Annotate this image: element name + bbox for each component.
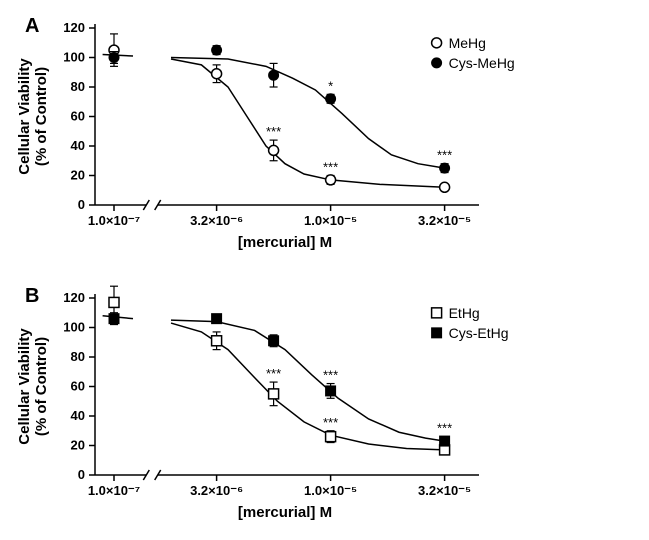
data-point-EtHg <box>269 389 279 399</box>
significance-label: * <box>328 78 333 93</box>
legend-marker-MeHg <box>432 38 442 48</box>
significance-label: *** <box>437 421 452 436</box>
data-point-MeHg <box>440 182 450 192</box>
significance-label: *** <box>266 366 281 381</box>
y-tick-label: 80 <box>71 79 85 94</box>
panel-A: A 0 20 40 60 80 100 120 Cellular Viability(% of … <box>16 15 515 251</box>
x-tick-label: 1.0×10⁻⁵ <box>304 483 357 498</box>
panel-B: B 0 20 40 60 80 100 120 Cellular Viability(% of … <box>16 285 509 521</box>
data-point-Cys-MeHg <box>326 94 336 104</box>
panel-letter-B: B <box>25 285 39 307</box>
data-point-MeHg <box>269 145 279 155</box>
significance-label: *** <box>323 368 338 383</box>
data-point-MeHg <box>212 69 222 79</box>
y-tick-label: 0 <box>78 467 85 482</box>
series-curve-MeHg <box>171 59 445 187</box>
y-tick-label: 100 <box>63 50 85 65</box>
significance-label: *** <box>323 415 338 430</box>
legend-marker-Cys-EtHg <box>432 328 442 338</box>
data-point-Cys-EtHg <box>269 336 279 346</box>
y-tick-label: 20 <box>71 438 85 453</box>
significance-label: *** <box>266 124 281 139</box>
y-axis-label: Cellular Viability(% of Control) <box>16 328 50 445</box>
y-tick-label: 80 <box>71 349 85 364</box>
x-tick-label: 1.0×10⁻⁷ <box>88 213 140 228</box>
legend-label: EtHg <box>449 305 480 321</box>
data-point-MeHg <box>326 175 336 185</box>
x-axis-label: [mercurial] M <box>238 234 332 251</box>
data-point-Cys-EtHg <box>326 386 336 396</box>
y-tick-label: 20 <box>71 168 85 183</box>
data-point-EtHg <box>212 336 222 346</box>
x-tick-label: 3.2×10⁻⁵ <box>418 213 471 228</box>
data-point-EtHg <box>326 432 336 442</box>
legend-label: Cys-EtHg <box>449 325 509 341</box>
x-tick-label: 3.2×10⁻⁶ <box>190 213 243 228</box>
y-tick-label: 120 <box>63 20 85 35</box>
y-tick-label: 120 <box>63 290 85 305</box>
y-axis-label: Cellular Viability(% of Control) <box>16 58 50 175</box>
figure-container: A 0 20 40 60 80 100 120 Cellular Viability(% of … <box>0 0 649 540</box>
data-point-Cys-MeHg <box>440 163 450 173</box>
data-point-Cys-EtHg <box>440 436 450 446</box>
data-point-Cys-MeHg <box>269 70 279 80</box>
y-tick-label: 40 <box>71 408 85 423</box>
data-point-Cys-MeHg <box>212 45 222 55</box>
figure-svg: A 0 20 40 60 80 100 120 Cellular Viability(% of … <box>0 0 649 540</box>
x-axis-label: [mercurial] M <box>238 504 332 521</box>
panel-letter-A: A <box>25 15 39 37</box>
legend-marker-Cys-MeHg <box>432 58 442 68</box>
significance-label: *** <box>437 148 452 163</box>
legend-label: Cys-MeHg <box>449 55 515 71</box>
x-tick-label: 3.2×10⁻⁵ <box>418 483 471 498</box>
data-point-Cys-MeHg <box>109 53 119 63</box>
y-tick-label: 60 <box>71 109 85 124</box>
x-tick-label: 1.0×10⁻⁷ <box>88 483 140 498</box>
x-tick-label: 3.2×10⁻⁶ <box>190 483 243 498</box>
y-tick-label: 60 <box>71 379 85 394</box>
data-point-Cys-EtHg <box>212 314 222 324</box>
y-tick-label: 40 <box>71 138 85 153</box>
legend-marker-EtHg <box>432 308 442 318</box>
y-tick-label: 0 <box>78 197 85 212</box>
significance-label: *** <box>323 160 338 175</box>
data-point-EtHg <box>109 297 119 307</box>
y-tick-label: 100 <box>63 320 85 335</box>
data-point-Cys-EtHg <box>109 314 119 324</box>
legend-label: MeHg <box>449 35 486 51</box>
x-tick-label: 1.0×10⁻⁵ <box>304 213 357 228</box>
